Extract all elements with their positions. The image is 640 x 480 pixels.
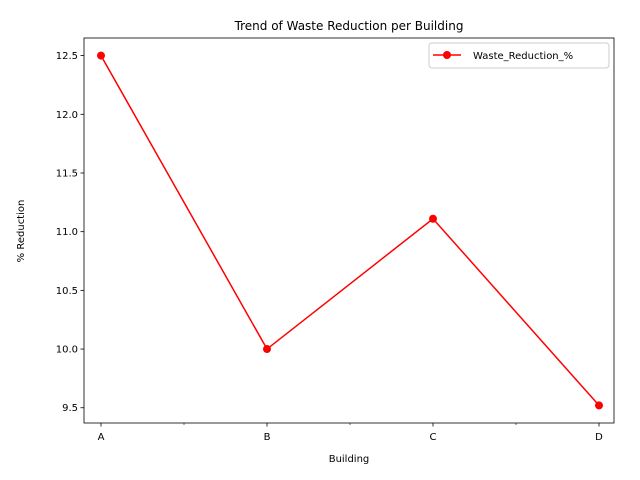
y-tick-label: 11.0 — [56, 227, 78, 238]
y-tick-label: 12.0 — [56, 110, 78, 121]
chart-title: Trend of Waste Reduction per Building — [234, 19, 464, 33]
y-tick-label: 10.0 — [56, 345, 78, 356]
x-axis-label: Building — [329, 454, 370, 465]
data-point — [97, 51, 105, 60]
series-line — [100, 55, 600, 406]
y-tick-label: 9.5 — [62, 403, 78, 414]
x-tick-label: C — [430, 432, 437, 443]
x-tick-label: D — [595, 432, 603, 443]
legend-entry-label: Waste_Reduction_% — [473, 51, 573, 62]
data-point — [595, 401, 603, 410]
data-point — [263, 345, 271, 354]
legend: Waste_Reduction_% — [428, 42, 610, 69]
x-tick-label: A — [98, 432, 105, 443]
data-point — [429, 214, 437, 223]
y-tick-label: 12.5 — [56, 51, 78, 62]
legend-box — [428, 42, 610, 69]
y-tick-label: 11.5 — [56, 168, 78, 179]
series-layer — [97, 51, 603, 410]
x-tick-label: B — [264, 432, 271, 443]
legend-marker-icon — [443, 51, 451, 59]
y-axis-label: % Reduction — [16, 200, 27, 263]
y-tick-label: 10.5 — [56, 286, 78, 297]
plot-frame — [83, 37, 615, 424]
y-axis-ticks: 9.5 10.0 10.5 11.0 11.5 12.0 12.5 — [56, 51, 84, 414]
x-axis-ticks: A B C D — [98, 423, 603, 443]
